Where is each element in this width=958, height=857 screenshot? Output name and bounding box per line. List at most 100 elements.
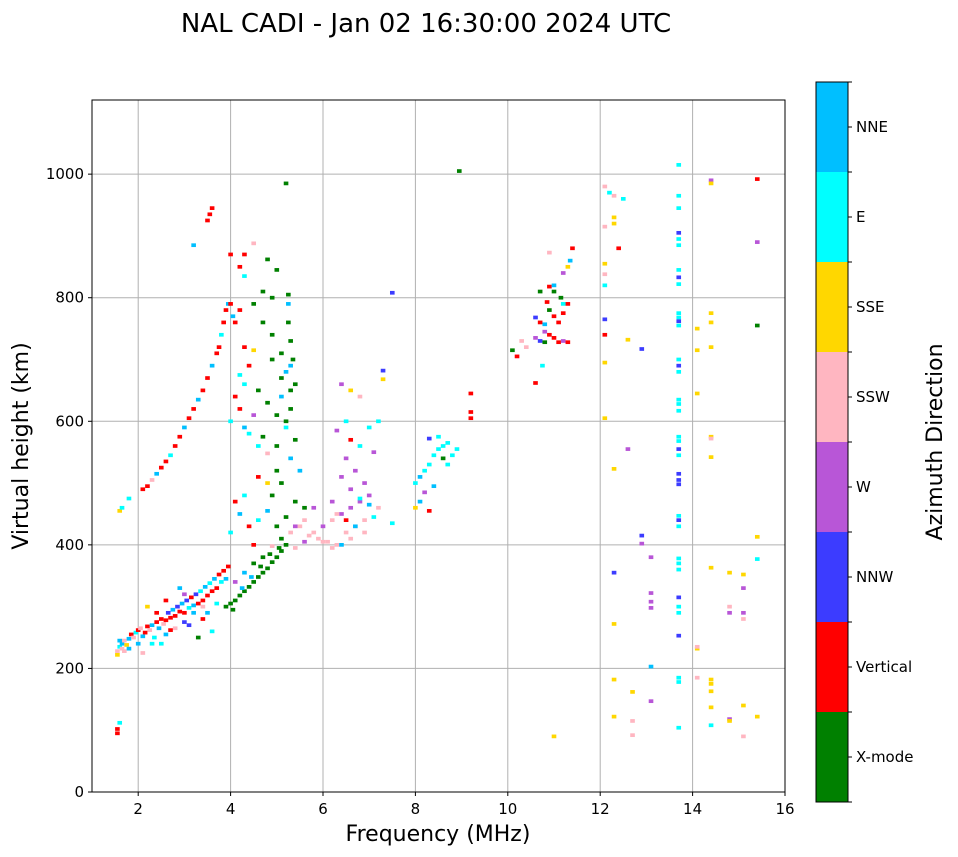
- data-point: [422, 490, 427, 495]
- data-point: [694, 644, 700, 649]
- data-point: [251, 302, 257, 306]
- data-point: [154, 471, 159, 476]
- data-point: [168, 615, 173, 620]
- data-point: [242, 345, 247, 349]
- data-point: [274, 268, 280, 272]
- data-point: [676, 595, 682, 600]
- data-point: [283, 515, 289, 519]
- data-point: [676, 230, 682, 235]
- data-point: [154, 610, 159, 615]
- data-point: [648, 599, 654, 604]
- data-point: [676, 319, 682, 324]
- data-point: [117, 720, 123, 725]
- data-point: [676, 471, 682, 476]
- data-point: [126, 636, 132, 641]
- data-point: [676, 567, 682, 572]
- data-point: [209, 589, 215, 594]
- data-point: [708, 682, 714, 686]
- data-point: [708, 178, 714, 183]
- data-point: [431, 484, 437, 489]
- data-point: [602, 272, 608, 277]
- data-point: [140, 634, 146, 639]
- data-point: [694, 348, 700, 353]
- data-point: [602, 416, 608, 421]
- data-point: [158, 465, 164, 470]
- data-point: [339, 382, 344, 387]
- data-point: [510, 348, 515, 353]
- y-tick-label: 0: [74, 783, 84, 801]
- data-point: [283, 181, 289, 186]
- data-point: [329, 499, 335, 504]
- data-point: [413, 505, 418, 510]
- data-point: [440, 456, 446, 461]
- data-point: [560, 302, 566, 306]
- data-point: [165, 610, 171, 615]
- data-point: [741, 703, 746, 708]
- data-point: [115, 652, 120, 657]
- data-point: [537, 289, 543, 294]
- data-point: [602, 283, 608, 288]
- data-point: [544, 300, 550, 304]
- x-axis-ticks: 2 4 6 8 10 12 14 16: [133, 792, 795, 818]
- data-point: [366, 493, 372, 498]
- data-point: [274, 555, 280, 560]
- data-point: [426, 462, 432, 467]
- data-point: [611, 677, 617, 682]
- y-tick-label: 600: [55, 412, 84, 430]
- colorbar-segment: [816, 172, 848, 262]
- data-point: [184, 598, 190, 603]
- data-point: [126, 496, 132, 501]
- data-point: [168, 628, 173, 632]
- colorbar-label: Azimuth Direction: [923, 343, 948, 540]
- data-point: [283, 419, 289, 424]
- data-point: [212, 576, 217, 581]
- data-point: [237, 512, 243, 516]
- data-point: [676, 243, 682, 248]
- x-tick-label: 16: [775, 800, 794, 818]
- data-point: [292, 499, 298, 504]
- data-point: [376, 419, 381, 424]
- data-point: [565, 264, 571, 269]
- data-point: [537, 320, 543, 325]
- data-point: [676, 482, 682, 487]
- data-point: [225, 564, 231, 569]
- data-point: [625, 447, 631, 451]
- colorbar-tick-label: NNW: [856, 568, 893, 586]
- data-point: [140, 651, 146, 655]
- data-point: [343, 456, 349, 461]
- data-point: [676, 275, 682, 280]
- data-point: [754, 714, 760, 719]
- data-point: [607, 190, 612, 195]
- data-point: [251, 543, 257, 547]
- data-point: [547, 250, 552, 255]
- colorbar-segment: [816, 352, 848, 442]
- data-point: [362, 530, 367, 535]
- data-point: [269, 332, 275, 337]
- data-point: [209, 629, 215, 634]
- data-point: [200, 604, 206, 609]
- data-point: [260, 555, 266, 560]
- x-tick-label: 2: [133, 800, 143, 818]
- data-point: [279, 394, 284, 399]
- data-point: [676, 193, 682, 198]
- data-point: [537, 339, 543, 343]
- data-point: [279, 376, 284, 380]
- data-point: [727, 610, 732, 615]
- data-point: [676, 363, 682, 368]
- data-point: [286, 292, 291, 297]
- data-point: [251, 413, 257, 417]
- data-point: [288, 456, 293, 461]
- data-point: [676, 315, 682, 320]
- colorbar-tick-label: NNE: [856, 118, 888, 136]
- data-point: [311, 505, 317, 510]
- x-axis-label: Frequency (MHz): [346, 822, 531, 847]
- data-point: [357, 496, 363, 501]
- data-point: [353, 468, 358, 473]
- data-point: [122, 649, 127, 653]
- data-point: [200, 388, 206, 393]
- data-point: [242, 589, 247, 594]
- data-point: [676, 610, 682, 615]
- data-point: [648, 664, 654, 669]
- data-point: [242, 425, 247, 430]
- data-point: [223, 576, 229, 581]
